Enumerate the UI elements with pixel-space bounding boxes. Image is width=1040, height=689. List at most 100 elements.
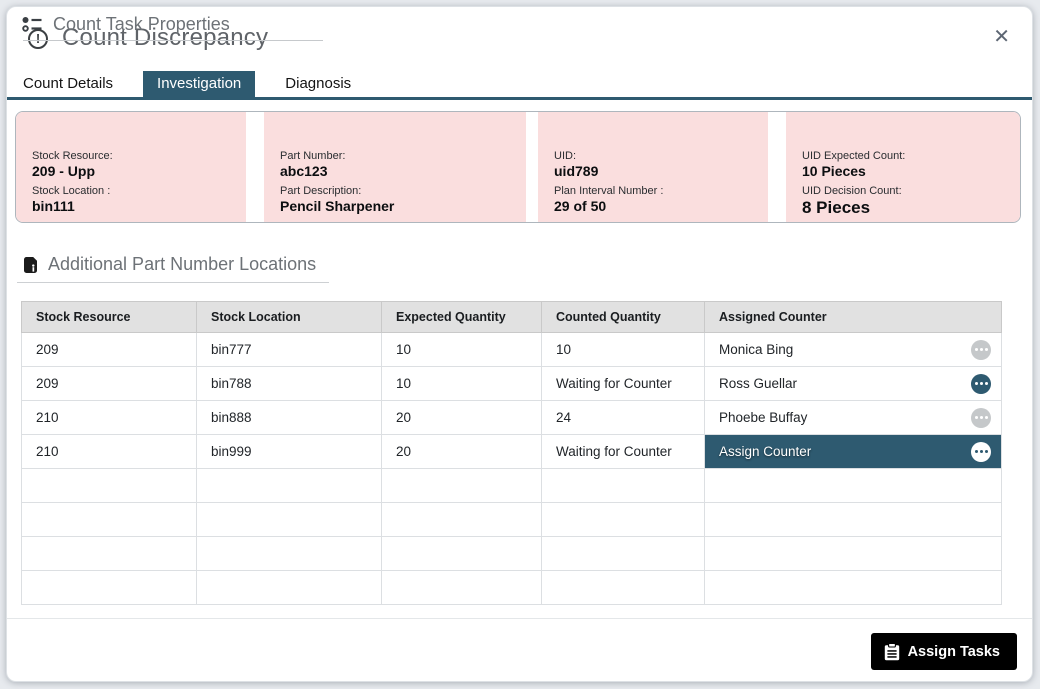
row-menu-ellipsis-button[interactable] [971,407,991,428]
cell-stock-resource: 209 [21,366,197,401]
cell-stock-location: bin788 [196,366,382,401]
empty-cell [196,536,382,571]
cell-stock-resource: 210 [21,400,197,435]
empty-cell [541,468,705,503]
field-label: Stock Resource: [32,150,113,162]
field-value: 209 - Upp [32,163,96,179]
property-field: UID Decision Count: 8 Pieces [802,185,1016,217]
footer-divider [7,618,1032,619]
column-header-expected-quantity: Expected Quantity [381,301,542,333]
section-underline [17,282,329,283]
alert-circle-icon: ! [28,29,48,49]
property-field: UID: uid789 [554,150,764,180]
empty-cell [541,536,705,571]
field-value: uid789 [554,163,599,179]
column-header-stock-resource: Stock Resource [21,301,197,333]
close-icon[interactable]: ✕ [993,26,1010,48]
empty-cell [196,468,382,503]
empty-table-row [21,536,1002,571]
field-value: 8 Pieces [802,198,871,217]
property-field: Part Number: abc123 [280,150,522,180]
empty-table-row [21,570,1002,605]
cell-counted-quantity: Waiting for Counter [541,434,705,469]
count-discrepancy-dialog: ! Count Discrepancy ✕ Count Details Inves… [6,6,1033,682]
tab-diagnosis[interactable]: Diagnosis [285,75,352,92]
field-value: bin111 [32,198,75,214]
dialog-header: ! Count Discrepancy ✕ [7,7,1032,65]
column-header-assigned-counter: Assigned Counter [704,301,1002,333]
field-label: Stock Location : [32,185,111,197]
cell-counted-quantity: 10 [541,332,705,367]
empty-cell [21,468,197,503]
field-value: 10 Pieces [802,163,866,179]
table-row: 210 bin999 20 Waiting for Counter Assign Cou… [21,434,1002,469]
cell-stock-resource: 209 [21,332,197,367]
property-field: Stock Resource: 209 - Upp [32,150,242,180]
empty-cell [704,536,1002,571]
empty-cell [196,502,382,537]
assigned-counter-name: Ross Guellar [719,376,798,391]
property-column-2: Part Number: abc123 Part Description: Penci… [264,112,526,222]
property-column-1: Stock Resource: 209 - Upp Stock Location :… [16,112,246,222]
empty-cell [541,502,705,537]
assign-tasks-button[interactable]: Assign Tasks [870,633,1017,670]
empty-cell [196,570,382,605]
row-menu-ellipsis-button[interactable] [971,339,991,360]
empty-table-row [21,502,1002,537]
table-row: 209 bin777 10 10 Monica Bing [21,332,1002,367]
bulleted-list-icon [22,17,42,32]
cell-stock-location: bin999 [196,434,382,469]
tab-count-details[interactable]: Count Details [23,75,114,92]
table-header-row: Stock Resource Stock Location Expected Qua… [21,301,1002,333]
assigned-counter-name: Monica Bing [719,342,794,357]
cell-assigned-counter: Monica Bing [704,332,1002,367]
empty-cell [381,468,542,503]
clipboard-icon [884,642,899,660]
cell-expected-quantity: 20 [381,434,542,469]
assign-tasks-label: Assign Tasks [907,643,1000,660]
empty-cell [381,502,542,537]
field-value: 29 of 50 [554,198,607,214]
tab-investigation[interactable]: Investigation [143,71,256,97]
assigned-counter-name: Phoebe Buffay [719,410,808,425]
property-column-3: UID: uid789 Plan Interval Number :29 of 50 [538,112,768,222]
field-label: Plan Interval Number : [554,185,664,197]
field-label: UID: [554,150,576,162]
field-label: UID Decision Count: [802,185,902,197]
column-header-stock-location: Stock Location [196,301,382,333]
section-title-text: Count Task Properties [53,14,230,34]
field-value: Pencil Sharpener [280,198,395,214]
cell-counted-quantity: 24 [541,400,705,435]
row-menu-ellipsis-button[interactable] [971,441,991,462]
empty-cell [381,536,542,571]
field-label: UID Expected Count: [802,150,906,162]
column-header-counted-quantity: Counted Quantity [541,301,705,333]
dialog-title: Count Discrepancy [62,24,269,51]
property-field: Stock Location : bin111 [32,185,242,215]
additional-locations-title: Additional Part Number Locations [23,254,316,275]
table-row: 210 bin888 20 24 Phoebe Buffay [21,400,1002,435]
empty-cell [704,502,1002,537]
assigned-counter-name: Assign Counter [719,444,812,459]
empty-cell [381,570,542,605]
row-menu-ellipsis-button[interactable] [971,373,991,394]
field-value: abc123 [280,163,328,179]
field-label: Part Description: [280,185,362,197]
empty-cell [704,468,1002,503]
empty-cell [21,536,197,571]
section-title-text: Additional Part Number Locations [48,254,317,274]
part-info-icon [24,256,38,273]
count-task-properties-title: Count Task Properties [22,14,230,35]
empty-table-row [21,468,1002,503]
empty-cell [21,502,197,537]
table-row: 209 bin788 10 Waiting for Counter Ross Guell… [21,366,1002,401]
tab-bar: Count Details Investigation Diagnosis [7,71,1032,100]
empty-cell [704,570,1002,605]
cell-expected-quantity: 10 [381,366,542,401]
cell-expected-quantity: 10 [381,332,542,367]
property-field: Part Description: Pencil Sharpener [280,185,522,215]
cell-assigned-counter[interactable]: Assign Counter [704,434,1002,469]
section-underline [23,40,323,41]
additional-locations-table: Stock Resource Stock Location Expected Qua… [21,301,1002,605]
cell-assigned-counter: Ross Guellar [704,366,1002,401]
